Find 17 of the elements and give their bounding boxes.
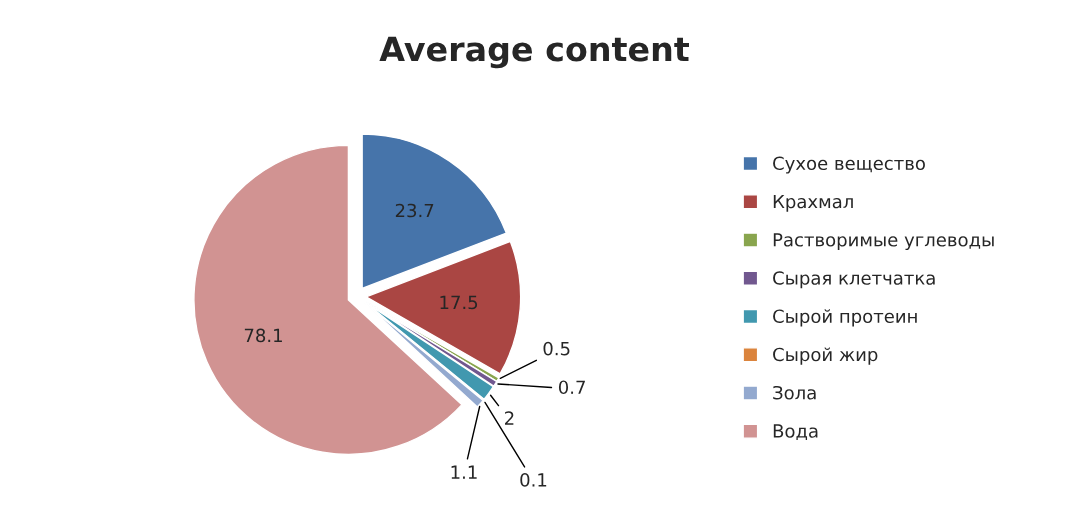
legend-label: Сырой протеин [773, 309, 917, 327]
legend-label: Растворимые углеводы [773, 233, 994, 251]
data-label: 0.5 [543, 341, 570, 356]
data-label: 0.7 [558, 380, 585, 395]
data-label: 23.7 [395, 203, 434, 218]
legend-label: Сухое вещество [773, 156, 925, 174]
data-label: 17.5 [440, 295, 478, 310]
legend-label: Крахмал [773, 194, 853, 212]
legend-label: Сырой жир [773, 347, 878, 365]
data-label: 0.1 [520, 473, 547, 487]
legend-label: Зола [773, 385, 816, 400]
legend-label: Вода [773, 424, 818, 441]
legend-label: Сырая клетчатка [773, 271, 935, 289]
data-label: 78.1 [244, 328, 282, 343]
chart-title: Average content [379, 36, 689, 69]
data-label: 1.1 [451, 465, 477, 479]
data-label: 2 [505, 411, 514, 425]
